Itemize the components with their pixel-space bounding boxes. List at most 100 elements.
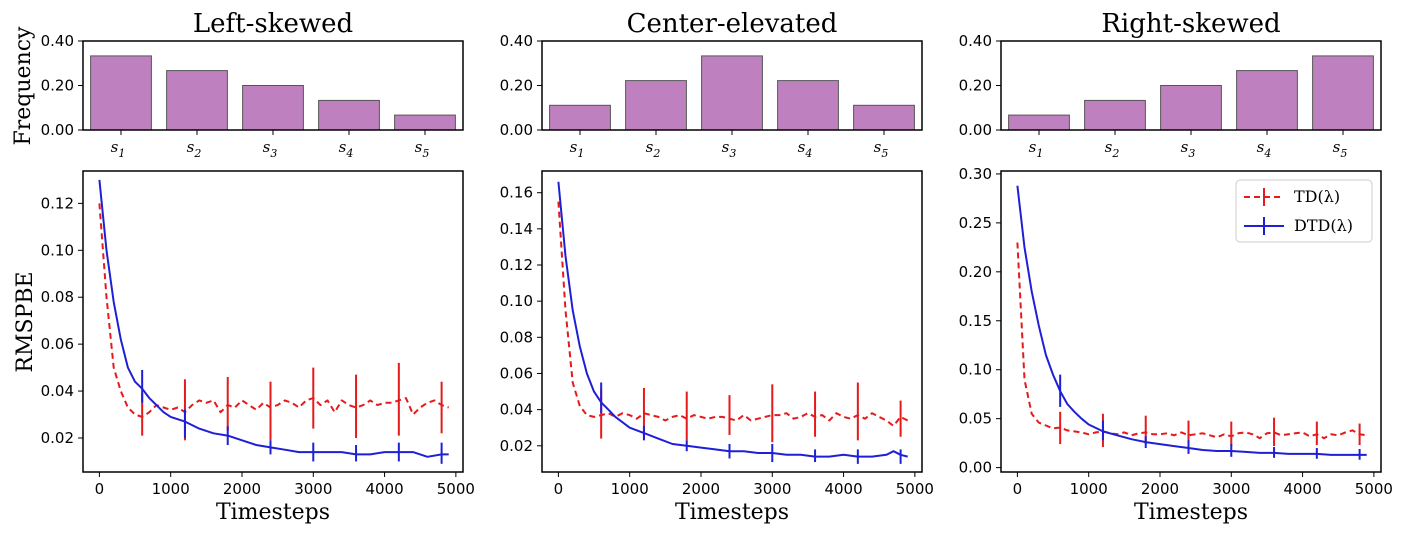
bar-s3 bbox=[701, 55, 763, 131]
td-lambda-line bbox=[1016, 242, 1367, 440]
y-tick-label: 0.40 bbox=[959, 32, 992, 50]
y-tick-label: 0.05 bbox=[959, 410, 992, 428]
x-tick-label: 5000 bbox=[437, 480, 475, 498]
td-lambda-line bbox=[557, 201, 909, 427]
x-tick-label: 5000 bbox=[896, 480, 934, 498]
y-tick-label: 0.04 bbox=[500, 401, 533, 419]
axes-frame bbox=[541, 170, 923, 473]
frequency-bar-chart-left: s1 s2 s3 s4 s5 0.00 0.20 0.40 bbox=[41, 32, 464, 160]
dtd-lambda-line bbox=[1016, 185, 1367, 456]
frequency-bar-chart-right: s1 s2 s3 s4 s5 0.00 0.20 0.40 bbox=[959, 32, 1382, 160]
category-label-s2: s2 bbox=[187, 138, 202, 160]
bar-s2 bbox=[625, 80, 687, 131]
legend-dtd-label: DTD(λ) bbox=[1294, 216, 1353, 235]
y-tick-label: 0.10 bbox=[959, 361, 992, 379]
axes-frame bbox=[1000, 170, 1382, 473]
y-tick-label: 0.00 bbox=[959, 121, 992, 139]
x-tick-label: 1000 bbox=[611, 480, 649, 498]
y-tick-label: 0.15 bbox=[959, 312, 992, 330]
bar-s3 bbox=[1160, 85, 1222, 131]
y-tick-label: 0.20 bbox=[959, 77, 992, 95]
y-tick-label: 0.10 bbox=[41, 241, 74, 259]
y-tick-label: 0.40 bbox=[41, 32, 74, 50]
rmspbe-line-chart-left: 0 1000 2000 3000 4000 5000 0.02 0.04 0.06 0.08 0.1… bbox=[41, 170, 475, 498]
y-tick-label: 0.10 bbox=[500, 292, 533, 310]
x-tick-label: 1000 bbox=[152, 480, 190, 498]
frequency-axis-label: Frequency bbox=[11, 26, 36, 146]
dtd-lambda-line bbox=[557, 181, 908, 458]
bar-s5 bbox=[1312, 55, 1374, 131]
category-label-s4: s4 bbox=[339, 138, 354, 160]
category-label-s4: s4 bbox=[798, 138, 813, 160]
xlabel-left: Timesteps bbox=[216, 500, 330, 525]
x-tick-label: 4000 bbox=[824, 480, 862, 498]
y-tick-label: 0.20 bbox=[41, 77, 74, 95]
y-tick-label: 0.08 bbox=[41, 288, 74, 306]
axes-frame bbox=[82, 170, 464, 473]
y-tick-label: 0.06 bbox=[500, 364, 533, 382]
y-tick-label: 0.16 bbox=[500, 184, 533, 202]
y-tick-label: 0.20 bbox=[959, 263, 992, 281]
subplot-title-center: Center-elevated bbox=[627, 9, 838, 39]
subplot-title-right: Right-skewed bbox=[1101, 9, 1280, 39]
category-label-s1: s1 bbox=[570, 138, 585, 160]
y-tick-label: 0.08 bbox=[500, 328, 533, 346]
x-tick-label: 3000 bbox=[294, 480, 332, 498]
x-tick-label: 1000 bbox=[1070, 480, 1108, 498]
x-tick-label: 0 bbox=[1013, 480, 1023, 498]
bar-s4 bbox=[318, 99, 380, 131]
bar-s5 bbox=[853, 104, 915, 131]
y-tick-label: 0.00 bbox=[959, 459, 992, 477]
x-tick-label: 4000 bbox=[365, 480, 403, 498]
xlabel-center: Timesteps bbox=[675, 500, 789, 525]
category-label-s2: s2 bbox=[1105, 138, 1120, 160]
xlabel-right: Timesteps bbox=[1134, 500, 1248, 525]
bar-s1 bbox=[1008, 114, 1070, 131]
rmspbe-line-chart-right: 0 1000 2000 3000 4000 5000 0.00 0.05 0.10 0.15 0.2… bbox=[959, 165, 1393, 498]
y-tick-label: 0.12 bbox=[500, 256, 533, 274]
axes-frame bbox=[82, 40, 464, 131]
y-tick-label: 0.02 bbox=[500, 437, 533, 455]
x-tick-label: 5000 bbox=[1355, 480, 1393, 498]
y-tick-label: 0.02 bbox=[41, 429, 74, 447]
category-label-s5: s5 bbox=[874, 138, 889, 160]
category-label-s4: s4 bbox=[1257, 138, 1272, 160]
y-tick-label: 0.04 bbox=[41, 382, 74, 400]
y-tick-label: 0.14 bbox=[500, 220, 533, 238]
x-tick-label: 3000 bbox=[753, 480, 791, 498]
y-tick-label: 0.12 bbox=[41, 194, 74, 212]
x-tick-label: 3000 bbox=[1212, 480, 1250, 498]
category-label-s5: s5 bbox=[415, 138, 430, 160]
td-lambda-line bbox=[98, 203, 450, 418]
frequency-bar-chart-center: s1 s2 s3 s4 s5 0.00 0.20 0.40 bbox=[500, 32, 923, 160]
rmspbe-axis-label: RMSPBE bbox=[13, 271, 38, 372]
x-tick-label: 0 bbox=[95, 480, 105, 498]
y-tick-label: 0.20 bbox=[500, 77, 533, 95]
x-tick-label: 0 bbox=[554, 480, 564, 498]
x-tick-label: 2000 bbox=[223, 480, 261, 498]
y-tick-label: 0.00 bbox=[41, 121, 74, 139]
rmspbe-line-chart-center: 0 1000 2000 3000 4000 5000 0.02 0.04 0.06 0.08 0.1… bbox=[500, 170, 934, 498]
bar-s1 bbox=[549, 104, 611, 131]
axes-frame bbox=[1000, 40, 1382, 131]
category-label-s1: s1 bbox=[1029, 138, 1044, 160]
category-label-s1: s1 bbox=[111, 138, 126, 160]
category-label-s3: s3 bbox=[1181, 138, 1196, 160]
category-label-s3: s3 bbox=[722, 138, 737, 160]
legend: TD(λ) DTD(λ) bbox=[1235, 179, 1373, 243]
y-tick-label: 0.30 bbox=[959, 165, 992, 183]
category-label-s5: s5 bbox=[1333, 138, 1348, 160]
bar-s4 bbox=[1236, 70, 1298, 131]
bar-s1 bbox=[90, 55, 152, 131]
bar-s2 bbox=[166, 70, 228, 131]
y-tick-label: 0.25 bbox=[959, 214, 992, 232]
dtd-lambda-line bbox=[98, 179, 449, 458]
x-tick-label: 4000 bbox=[1283, 480, 1321, 498]
bar-s4 bbox=[777, 80, 839, 131]
category-label-s2: s2 bbox=[646, 138, 661, 160]
x-tick-label: 2000 bbox=[1141, 480, 1179, 498]
x-tick-label: 2000 bbox=[682, 480, 720, 498]
y-tick-label: 0.40 bbox=[500, 32, 533, 50]
bar-s2 bbox=[1084, 99, 1146, 131]
